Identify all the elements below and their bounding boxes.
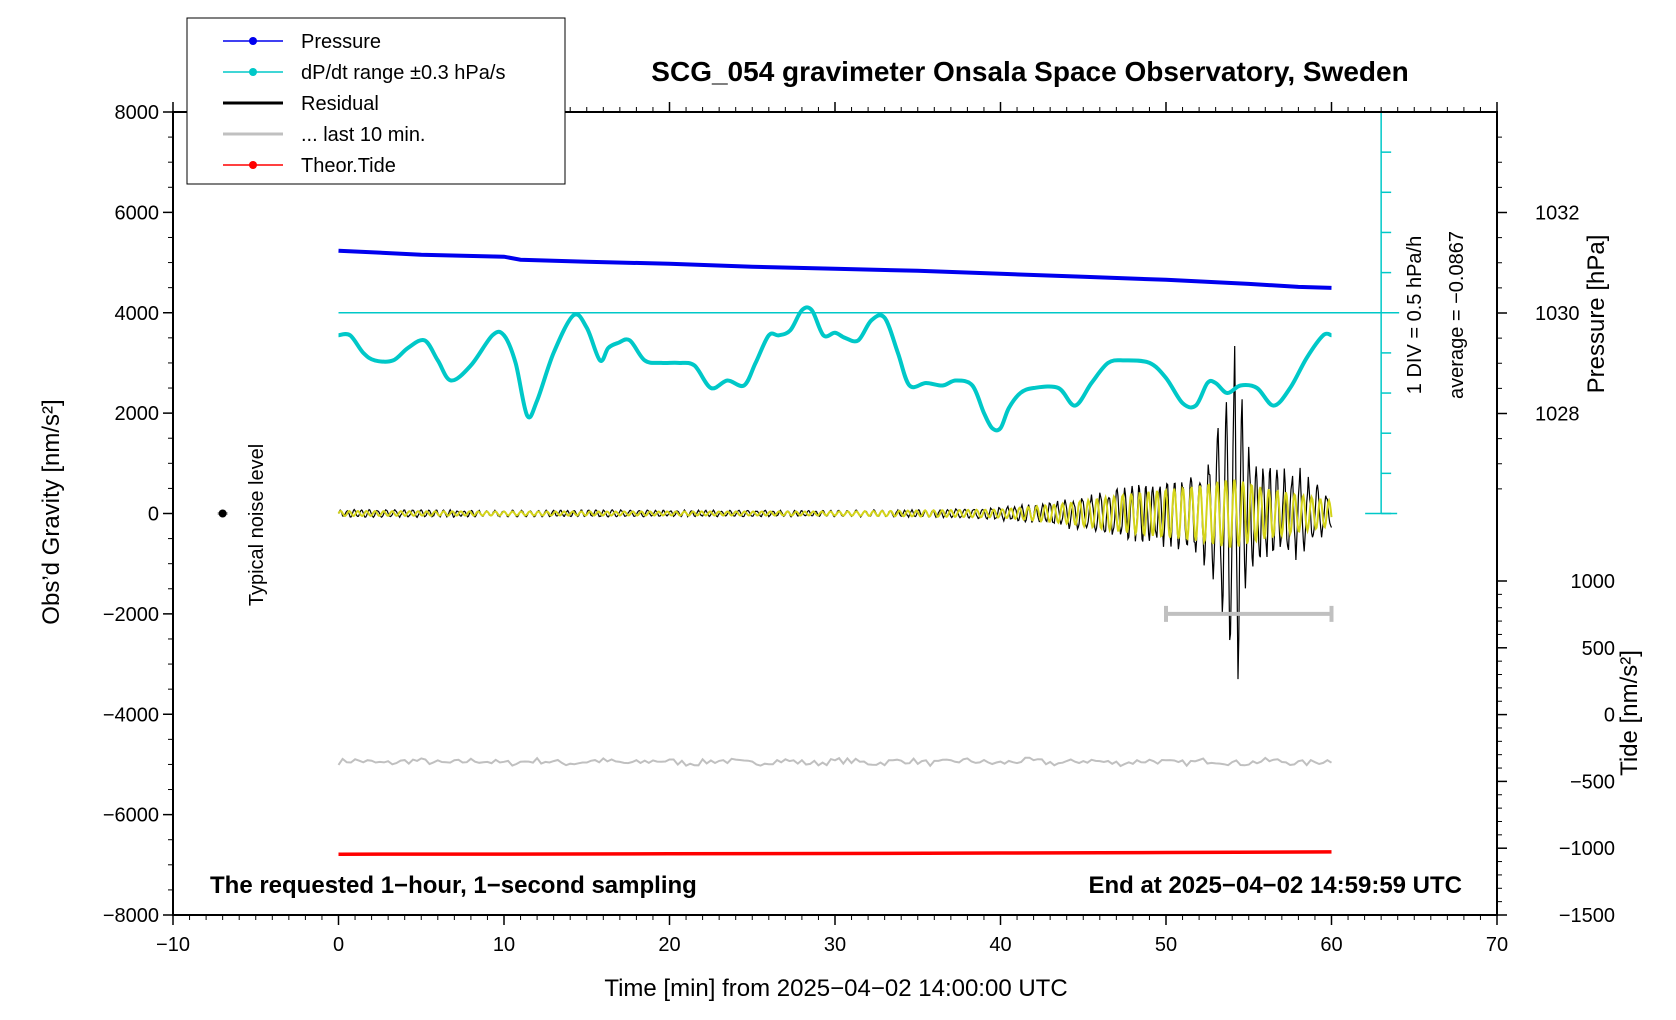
tide-tick-label: −1000 [1559,838,1615,860]
pressure-tick-label: 1028 [1535,404,1580,426]
y-tick-label: 2000 [115,403,160,425]
x-axis-title: Time [min] from 2025−04−02 14:00:00 UTC [604,975,1067,1002]
plot-area [217,111,1400,856]
x-tick-label: 10 [493,934,515,956]
legend: Pressure dP/dt range ±0.3 hPa/s Residual..… [186,17,566,185]
y-tick-label: −2000 [103,604,159,626]
series-theor-tide [338,850,1332,856]
tide-tick-label: 1000 [1571,571,1616,593]
y-tick-label: −6000 [103,805,159,827]
x-tick-label: −10 [156,934,190,956]
legend-marker [249,161,257,169]
series-dpdt [338,305,1333,433]
noise-level-label: Typical noise level [246,444,268,606]
pressure-scale-label: 1 DIV = 0.5 hPa/h [1404,236,1426,394]
x-tick-label: 40 [989,934,1011,956]
legend-label: dP/dt range ±0.3 hPa/s [301,62,505,84]
x-tick-label: 70 [1486,934,1508,956]
y-tick-label: −8000 [103,905,159,927]
tide-tick-label: −500 [1570,771,1615,793]
y-axis-title-gravity: Obs’d Gravity [nm/s²] [38,399,65,624]
y-tick-label: 8000 [115,102,160,124]
y-tick-label: 0 [148,504,159,526]
footer-end-time: End at 2025−04−02 14:59:59 UTC [1088,872,1462,899]
y-tick-label: −4000 [103,704,159,726]
legend-marker [249,68,257,76]
x-tick-label: 20 [658,934,680,956]
x-tick-label: 50 [1155,934,1177,956]
noise-level-marker [218,509,227,518]
x-tick-label: 0 [333,934,344,956]
chart-title: SCG_054 gravimeter Onsala Space Observat… [651,56,1408,87]
x-tick-label: 30 [824,934,846,956]
tide-tick-label: 0 [1604,705,1615,727]
tide-tick-label: 500 [1582,638,1615,660]
pressure-tick-label: 1030 [1535,303,1580,325]
legend-box [186,17,566,185]
legend-label: ... last 10 min. [301,124,426,146]
axes: −10 0 10 20 30 40 50 60 70 −8000 −6000 −4000 −2000 0 2… [103,102,1615,956]
y-axis-title-tide: Tide [nm/s²] [1616,650,1643,776]
x-tick-label: 60 [1320,934,1342,956]
y-axis-title-pressure: Pressure [hPa] [1583,235,1610,394]
tide-tick-label: −1500 [1559,905,1615,927]
legend-label: Residual [301,93,379,115]
legend-label: Theor.Tide [301,155,396,177]
y-tick-label: 4000 [115,303,160,325]
pressure-tick-label: 1032 [1535,203,1580,225]
legend-marker [249,37,257,45]
y-tick-label: 6000 [115,202,160,224]
legend-label: Pressure [301,31,381,53]
series-last-10-min [337,756,1333,768]
footer-sampling: The requested 1−hour, 1−second sampling [210,872,697,899]
pressure-average-label: average = −0.0867 [1446,231,1468,399]
series-pressure [338,248,1332,290]
series-residual-filtered [337,479,1333,548]
